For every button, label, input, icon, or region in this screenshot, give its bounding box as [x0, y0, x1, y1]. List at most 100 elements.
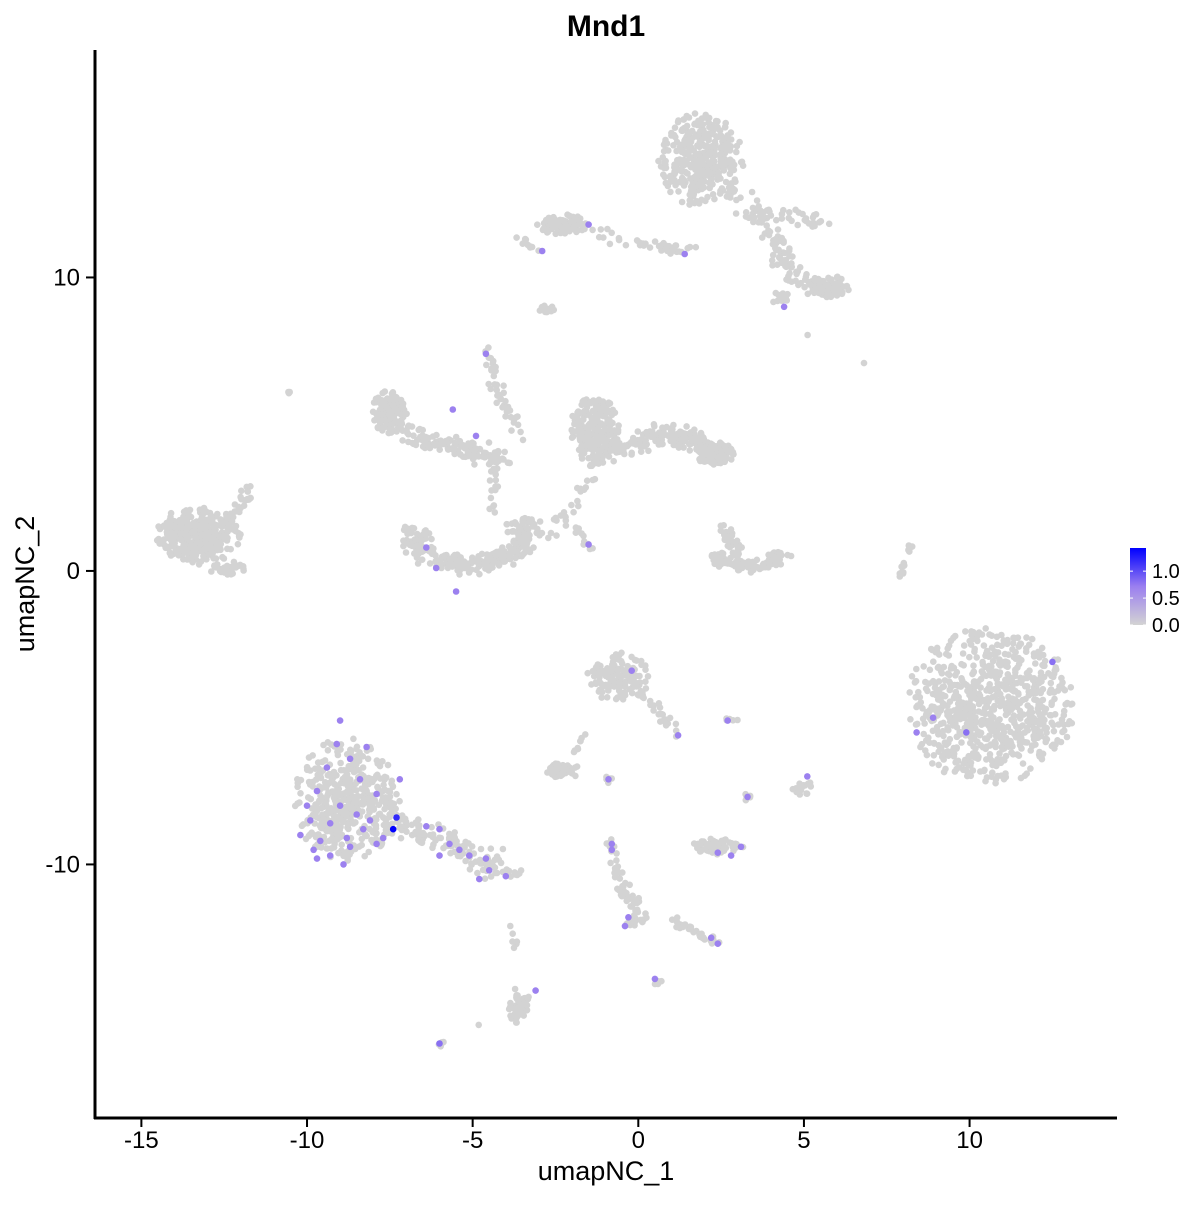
cell-point: [769, 251, 777, 259]
cell-point: [753, 197, 761, 204]
cell-point: [421, 530, 429, 538]
cell-point: [1000, 681, 1008, 689]
cell-point: [765, 231, 773, 239]
cell-point: [734, 543, 741, 550]
cell-point: [705, 134, 712, 142]
cell-point: [475, 553, 482, 560]
cell-point: [1017, 679, 1025, 686]
cell-point: [530, 544, 537, 551]
cell-point: [359, 764, 367, 771]
cell-point: [451, 834, 459, 841]
expressed-cell-point: [621, 922, 629, 930]
cell-point: [214, 510, 221, 518]
cell-point: [291, 802, 299, 810]
y-axis-label: umapNC_2: [10, 516, 40, 653]
cell-point: [770, 298, 777, 306]
cell-point: [202, 536, 210, 544]
cell-point: [1019, 696, 1026, 704]
cell-point: [662, 245, 670, 252]
cell-point: [1017, 734, 1025, 741]
cell-point: [612, 695, 620, 703]
cell-point: [475, 453, 483, 460]
cell-point: [1068, 700, 1076, 708]
cell-point: [399, 400, 407, 408]
cell-point: [513, 1019, 520, 1026]
cell-point: [1025, 692, 1033, 699]
cell-point: [726, 156, 734, 163]
cell-point: [912, 677, 920, 685]
cell-point: [428, 535, 435, 543]
expressed-cell-point: [674, 732, 682, 739]
cell-point: [779, 292, 787, 300]
x-tick-label: 0: [632, 1127, 645, 1154]
cell-point: [1036, 728, 1044, 735]
cell-point: [346, 789, 353, 796]
cell-point: [1032, 741, 1039, 748]
cell-point: [717, 455, 724, 462]
cell-point: [344, 821, 352, 829]
cell-point: [153, 537, 161, 544]
cell-point: [971, 724, 979, 732]
cell-point: [592, 679, 600, 686]
cell-point: [285, 388, 292, 396]
expressed-cell-point: [366, 817, 374, 824]
cell-point: [763, 222, 770, 229]
cell-point: [727, 143, 735, 150]
expressed-cell-point: [323, 764, 331, 771]
cell-point: [935, 761, 942, 769]
cell-point: [660, 239, 667, 247]
cell-point: [709, 181, 716, 188]
cell-point: [750, 218, 757, 226]
expressed-cell-point: [326, 852, 334, 859]
cell-point: [1011, 672, 1019, 680]
cell-point: [210, 523, 218, 531]
expressed-cell-point: [452, 588, 460, 595]
cell-point: [337, 759, 344, 767]
cell-point: [951, 768, 959, 775]
cell-point: [683, 122, 691, 130]
cell-point: [970, 662, 977, 669]
cell-point: [186, 506, 194, 514]
cell-point: [197, 558, 205, 565]
cell-point: [400, 537, 407, 544]
cell-point: [568, 434, 576, 442]
cell-point: [919, 705, 926, 712]
cell-point: [907, 716, 914, 723]
cell-point: [769, 262, 776, 269]
cell-point: [553, 532, 560, 539]
cell-point: [429, 831, 437, 838]
cell-point: [983, 735, 991, 743]
cell-point: [651, 238, 659, 245]
cell-point: [496, 548, 503, 555]
cell-point: [925, 680, 933, 687]
cell-point: [973, 654, 980, 661]
cell-point: [410, 432, 417, 440]
cell-point: [380, 424, 388, 431]
cell-point: [513, 548, 521, 555]
cell-point: [507, 1012, 514, 1020]
cell-point: [199, 520, 206, 528]
cell-point: [1060, 707, 1068, 715]
cell-point: [994, 722, 1002, 729]
cell-point: [512, 414, 520, 421]
cell-point: [436, 556, 444, 564]
cell-point: [465, 840, 472, 847]
cell-point: [687, 188, 695, 195]
cell-point: [733, 148, 740, 156]
cell-point: [381, 397, 388, 404]
cell-point: [344, 855, 351, 862]
cell-point: [350, 795, 358, 802]
cell-point: [698, 433, 706, 441]
cell-point: [834, 282, 841, 290]
cell-point: [495, 391, 502, 399]
cell-point: [227, 570, 235, 577]
cell-point: [350, 735, 357, 743]
cell-point: [362, 785, 369, 793]
cell-point: [682, 157, 690, 164]
cell-point: [998, 743, 1006, 751]
cell-point: [218, 523, 226, 530]
expressed-cell-point: [373, 790, 380, 798]
cell-point: [373, 757, 381, 764]
expressed-cell-point: [476, 875, 483, 883]
cell-point: [570, 508, 577, 516]
